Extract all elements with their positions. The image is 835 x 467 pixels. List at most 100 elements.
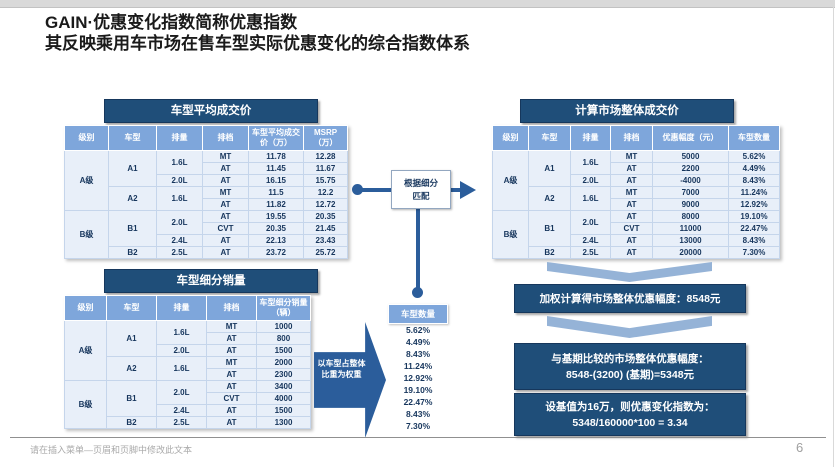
weight-arrow-line-1: 以车型占整体 xyxy=(317,359,366,368)
table-cell: 8.43% xyxy=(728,234,780,247)
table-cell: 2200 xyxy=(652,162,729,175)
weighted-discount-box: 加权计算得市场整体优惠幅度：8548元 xyxy=(514,284,746,313)
slide-title: GAIN·优惠变化指数简称优惠指数 其反映乘用车市场在售车型实际优惠变化的综合指… xyxy=(45,12,470,54)
table-cell: 11000 xyxy=(652,222,729,235)
table-cell: MT xyxy=(202,186,249,199)
table-cell: B2 xyxy=(106,416,157,429)
table-cell: AT xyxy=(206,368,257,381)
table-cell: CVT xyxy=(610,222,653,235)
table-cell: 2.0L xyxy=(156,174,203,187)
share-value: 8.43% xyxy=(405,409,431,419)
table-cell: 1.6L xyxy=(570,186,611,211)
table-cell: A2 xyxy=(106,356,157,381)
match-box-line-2: 匹配 xyxy=(412,190,430,201)
column-header: 排档 xyxy=(206,295,257,321)
table-cell: B1 xyxy=(528,210,571,247)
table-row: A级 A1 1.6L MT 11.78 12.28 xyxy=(64,150,348,211)
table-cell: 20.35 xyxy=(303,210,348,223)
table-cell: 23.72 xyxy=(248,246,304,259)
title-line-2: 其反映乘用车市场在售车型实际优惠变化的综合指数体系 xyxy=(45,34,470,53)
share-value: 4.49% xyxy=(405,337,431,347)
table-cell: 3400 xyxy=(256,380,311,393)
table-cell: 9000 xyxy=(652,198,729,211)
table-cell: 1.6L xyxy=(570,150,611,175)
table-cell: CVT xyxy=(202,222,249,235)
table-cell: MT xyxy=(610,186,653,199)
table-cell: 19.55 xyxy=(248,210,304,223)
base-comparison-line-2: 8548-(3200) (基期)=5348元 xyxy=(565,368,695,381)
table-row: B级 B1 2.0L AT 19.55 20.35 xyxy=(64,210,348,259)
table-cell: 2.5L xyxy=(570,246,611,259)
table-cell: B2 xyxy=(108,246,157,259)
column-header: 排量 xyxy=(570,125,611,151)
table-cell: 7000 xyxy=(652,186,729,199)
table-row: AT 11.45 11.67 xyxy=(65,162,348,175)
table-cell: 11.82 xyxy=(248,198,304,211)
table-row: AT 2200 4.49% xyxy=(493,162,780,175)
table-cell: B1 xyxy=(108,210,157,247)
share-column-header: 车型数量 xyxy=(388,304,448,324)
table-row: B级 B1 2.0L AT 3400 xyxy=(64,380,311,429)
table-cell: -4000 xyxy=(652,174,729,187)
table-cell: A级 xyxy=(64,320,107,381)
table-cell: AT xyxy=(206,404,257,417)
table-cell: 21.45 xyxy=(303,222,348,235)
table-cell: AT xyxy=(206,332,257,345)
table-row: B级 B1 2.0L AT 8000 19.10% xyxy=(492,210,780,259)
table-cell: 4000 xyxy=(256,392,311,405)
table-cell: 12.92% xyxy=(728,198,780,211)
table-cell: 1.6L xyxy=(156,150,203,175)
chevron-down-icon xyxy=(547,262,712,282)
table-row: AT 9000 12.92% xyxy=(493,198,780,211)
table-cell: AT xyxy=(202,174,249,187)
table-cell: 4.49% xyxy=(728,162,780,175)
table-cell: 1300 xyxy=(256,416,311,429)
page-number: 6 xyxy=(796,440,804,455)
table-cell: B1 xyxy=(106,380,157,417)
table-cell: 2.4L xyxy=(570,234,611,247)
title-line-1: GAIN·优惠变化指数简称优惠指数 xyxy=(45,13,298,32)
table-cell: 20000 xyxy=(652,246,729,259)
share-column-values: 5.62% 4.49% 8.43% 11.24% 12.92% 19.10% 22.47% 8… xyxy=(388,324,448,432)
top-strip xyxy=(0,0,835,8)
table-row: A2 1.6L MT 7000 11.24% xyxy=(493,186,780,211)
arrow-head-icon xyxy=(460,181,476,199)
avg-price-table-title: 车型平均成交价 xyxy=(104,99,318,123)
share-value: 8.43% xyxy=(405,349,431,359)
table-cell: AT xyxy=(206,344,257,357)
table-row: B2 2.5L AT 1300 xyxy=(65,416,311,429)
table-cell: 5000 xyxy=(652,150,729,163)
table-cell: 1500 xyxy=(256,344,311,357)
table-cell: A2 xyxy=(108,186,157,211)
table-row: A级 A1 1.6L MT 5000 5.62% xyxy=(492,150,780,211)
base-comparison-box: 与基期比较的市场整体优惠幅度： 8548-(3200) (基期)=5348元 xyxy=(514,343,746,390)
column-header: 排量 xyxy=(156,295,207,321)
column-header: 排档 xyxy=(202,125,249,151)
table-cell: 2.0L xyxy=(570,210,611,235)
table-cell: A级 xyxy=(64,150,109,211)
column-header: 排量 xyxy=(156,125,203,151)
table-cell: B级 xyxy=(64,380,107,429)
table-cell: AT xyxy=(202,198,249,211)
table-cell: 2.4L xyxy=(156,404,207,417)
table-cell: AT xyxy=(202,162,249,175)
table-cell: AT xyxy=(206,416,257,429)
table-cell: AT xyxy=(610,210,653,223)
footer-divider xyxy=(10,437,826,438)
table-row: B2 2.5L AT 23.72 25.72 xyxy=(65,246,348,259)
column-header: 优惠幅度（元） xyxy=(652,125,729,151)
table-cell: 2.0L xyxy=(156,344,207,357)
table-cell: 19.10% xyxy=(728,210,780,223)
table-cell: 8000 xyxy=(652,210,729,223)
table-cell: A1 xyxy=(108,150,157,187)
market-price-table-title: 计算市场整体成交价 xyxy=(520,99,734,123)
column-header: MSRP（万） xyxy=(303,125,348,151)
table-cell: 11.24% xyxy=(728,186,780,199)
weight-arrow-label: 以车型占整体 比重为权重 xyxy=(316,358,367,380)
table-cell: 1000 xyxy=(256,320,311,333)
table-row: AT 2300 xyxy=(65,368,311,381)
table-cell: AT xyxy=(610,198,653,211)
table-row: 2.4L AT 1500 xyxy=(65,404,311,417)
table-cell: B级 xyxy=(64,210,109,259)
